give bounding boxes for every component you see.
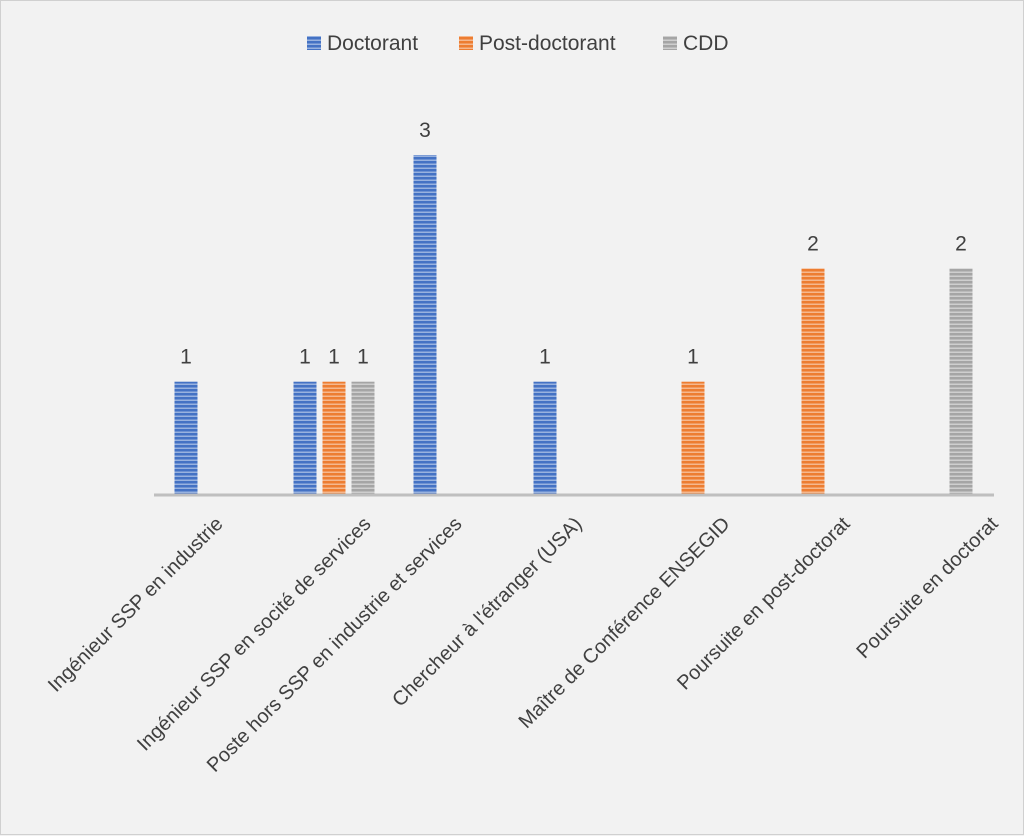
x-tick-label-1: Ingénieur SSP en industrie	[44, 513, 228, 697]
bar-doctorant-2	[293, 381, 317, 495]
data-label-doctorant-1: 1	[180, 346, 192, 369]
x-tick-label-7: Poursuite en doctorat	[853, 513, 1003, 663]
bar-doctorant-4	[533, 381, 557, 495]
legend: Doctorant Post-doctorant CDD	[307, 32, 729, 55]
bar-doctorant-3	[413, 155, 437, 495]
bars	[174, 155, 973, 495]
bar-post-doctorant-6	[801, 268, 825, 495]
legend-swatch-post-doctorant	[459, 36, 473, 50]
data-labels: 1 1 1 131 12 2	[180, 119, 967, 369]
data-label-post-doctorant-2: 1	[328, 346, 340, 369]
legend-label-doctorant: Doctorant	[327, 32, 418, 55]
legend-item-cdd: CDD	[663, 32, 729, 55]
bar-post-doctorant-5	[681, 381, 705, 495]
data-label-cdd-7: 2	[955, 232, 967, 255]
data-label-cdd-2: 1	[357, 346, 369, 369]
legend-item-post-doctorant: Post-doctorant	[459, 32, 616, 55]
bar-post-doctorant-2	[322, 381, 346, 495]
data-label-post-doctorant-5: 1	[687, 346, 699, 369]
bar-cdd-7	[949, 268, 973, 495]
data-label-post-doctorant-6: 2	[807, 232, 819, 255]
bar-doctorant-1	[174, 381, 198, 495]
data-label-doctorant-4: 1	[539, 346, 551, 369]
legend-label-cdd: CDD	[683, 32, 729, 55]
bar-cdd-2	[351, 381, 375, 495]
legend-swatch-doctorant	[307, 36, 321, 50]
legend-swatch-cdd	[663, 36, 677, 50]
data-label-doctorant-2: 1	[299, 346, 311, 369]
legend-label-post-doctorant: Post-doctorant	[479, 32, 616, 55]
data-label-doctorant-3: 3	[419, 119, 431, 142]
legend-item-doctorant: Doctorant	[307, 32, 418, 55]
